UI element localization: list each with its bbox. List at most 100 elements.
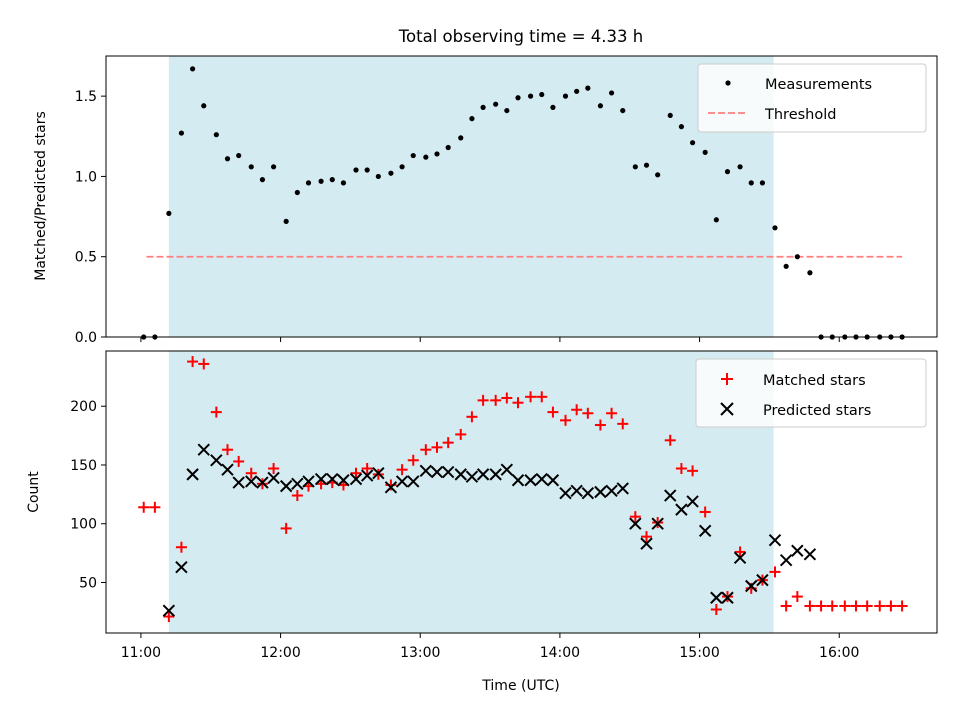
measurement-point [480, 104, 486, 110]
matched-point [490, 394, 502, 406]
measurement-point [283, 218, 289, 224]
top-panel: 0.0 0.5 1.0 1.5 Matched/Predicted stars Mea… [33, 55, 938, 346]
measurement-point [527, 93, 534, 99]
predicted-point [745, 579, 758, 593]
matched-point [280, 522, 292, 534]
predicted-point [384, 481, 398, 494]
matched-point [477, 394, 489, 406]
predicted-point [710, 591, 723, 604]
measurements-legend-marker [725, 80, 731, 86]
predicted-point [162, 604, 176, 617]
matched-point [861, 600, 873, 612]
predicted-point [454, 468, 467, 481]
measurement-point [329, 177, 335, 183]
matched-point [710, 604, 722, 615]
measurement-point [178, 130, 185, 136]
matched-point [420, 444, 432, 456]
predicted-point [326, 472, 339, 486]
predicted-point [651, 517, 664, 530]
predicted-point [232, 476, 245, 489]
measurement-point [259, 177, 266, 183]
predicted-point [476, 468, 490, 481]
matched-point [804, 600, 816, 612]
matched-point [780, 600, 792, 612]
measurement-point [724, 169, 731, 175]
chart-title: Total observing time = 4.33 h [398, 27, 643, 46]
predicted-legend-marker [720, 402, 734, 416]
matched-point [640, 531, 652, 543]
ytick-label: 50 [79, 575, 97, 591]
measurement-point [305, 180, 312, 186]
ytick-label: 100 [70, 517, 97, 533]
matched-point [233, 455, 245, 467]
xtick-label: 15:00 [679, 645, 719, 661]
measurement-point [410, 152, 416, 159]
matched-points [138, 356, 908, 623]
x-axis-label: Time (UTC) [481, 678, 559, 694]
matched-point [407, 454, 419, 466]
predicted-point [314, 472, 328, 486]
matched-point [617, 418, 629, 430]
ytick-label: 0.5 [75, 250, 97, 266]
matched-point [536, 391, 548, 403]
matched-point [850, 600, 862, 612]
predicted-point [186, 468, 199, 481]
predicted-point [210, 454, 223, 467]
bottom-shaded-region [168, 351, 774, 633]
predicted-point [407, 475, 420, 488]
predicted-point [594, 485, 607, 499]
predicted-point [768, 533, 782, 547]
predicted-point [570, 484, 583, 498]
measurement-point [539, 91, 545, 98]
matched-point [198, 358, 210, 370]
matched-point [245, 467, 257, 479]
matched-point [606, 407, 618, 419]
measurement-point [213, 132, 219, 138]
predicted-point [581, 486, 595, 500]
predicted-point [640, 537, 653, 550]
ytick-label: 1.0 [75, 169, 97, 185]
predicted-point [535, 472, 548, 486]
predicted-point [511, 474, 525, 487]
top-ylabel: Matched/Predicted stars [33, 111, 49, 281]
predicted-point [221, 463, 234, 476]
top-points [141, 66, 905, 340]
predicted-point [267, 471, 280, 485]
matched-point [874, 600, 886, 612]
measurement-point [294, 189, 300, 196]
predicted-point [756, 573, 769, 587]
predicted-point [733, 551, 747, 565]
matched-point [629, 511, 641, 523]
matched-point [431, 441, 443, 453]
matched-point [582, 407, 594, 419]
matched-point [149, 501, 161, 513]
predicted-point [291, 477, 304, 490]
measurement-point [248, 164, 254, 170]
matched-point [210, 406, 222, 418]
measurement-point [515, 95, 521, 101]
matched-point [268, 463, 280, 474]
bottom-legend-frame [695, 358, 927, 428]
ytick-label: 200 [70, 399, 97, 415]
measurement-point [353, 167, 359, 173]
predicted-point [675, 503, 688, 516]
measurement-point [318, 178, 324, 184]
matched-point [396, 464, 408, 476]
matched-point [138, 501, 150, 513]
measurement-point [689, 140, 696, 146]
predicted-point [197, 443, 210, 456]
matched-point [896, 600, 908, 612]
predicted-point [559, 486, 572, 500]
measurement-point [772, 225, 778, 231]
predicted-point [721, 591, 734, 604]
top-shaded-region [168, 56, 774, 337]
predicted-legend-label: Predicted stars [763, 403, 871, 419]
bottom-legend: Matched stars Predicted stars [695, 358, 927, 428]
matched-point [547, 406, 559, 418]
xtick-label: 12:00 [260, 645, 300, 661]
predicted-points [162, 443, 817, 617]
bottom-panel: 50 100 150 200 11:00 12:00 13:00 14:00 15:00 16:… [26, 350, 938, 694]
measurement-point [375, 173, 381, 180]
measurement-point [643, 162, 650, 168]
